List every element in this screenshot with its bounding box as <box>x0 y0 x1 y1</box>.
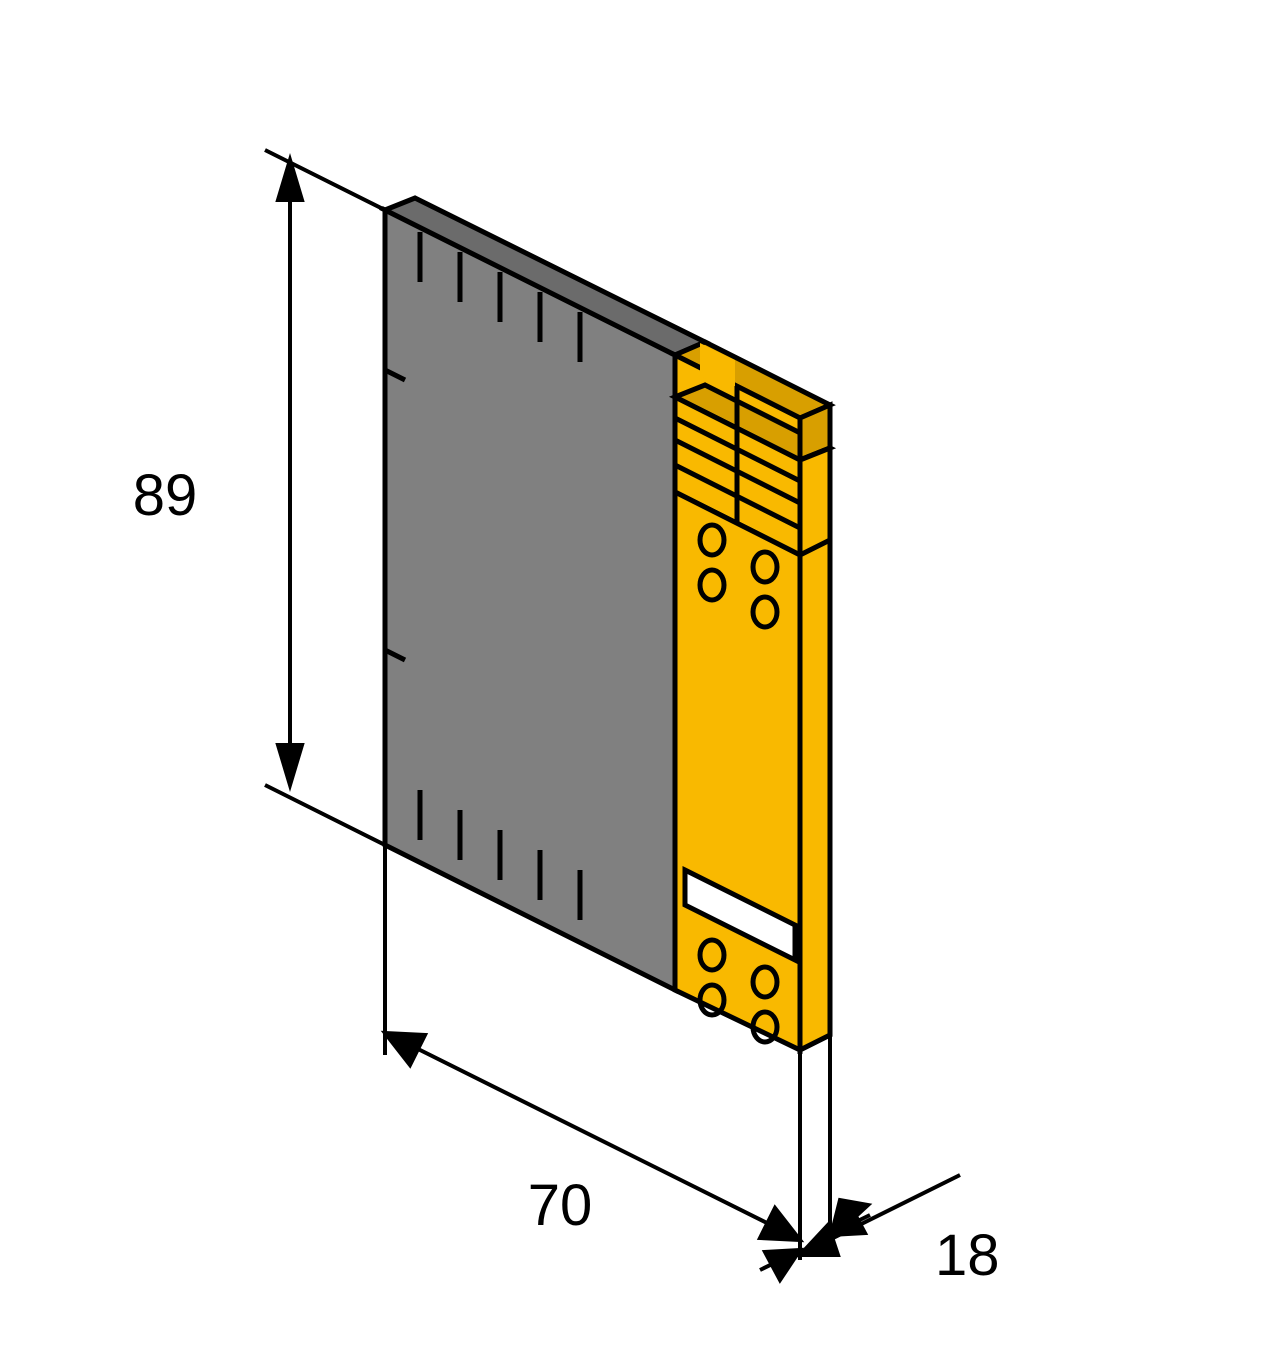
dim-width-label: 18 <box>935 1223 1000 1288</box>
dim-height-label: 89 <box>133 463 198 528</box>
module-rear-side <box>385 198 705 990</box>
dimension-height <box>265 150 385 845</box>
dimension-width <box>800 1035 960 1255</box>
dimension-drawing: 89 70 18 <box>0 0 1280 1371</box>
module-front-block <box>675 342 830 1050</box>
dim-depth-label: 70 <box>528 1173 593 1238</box>
